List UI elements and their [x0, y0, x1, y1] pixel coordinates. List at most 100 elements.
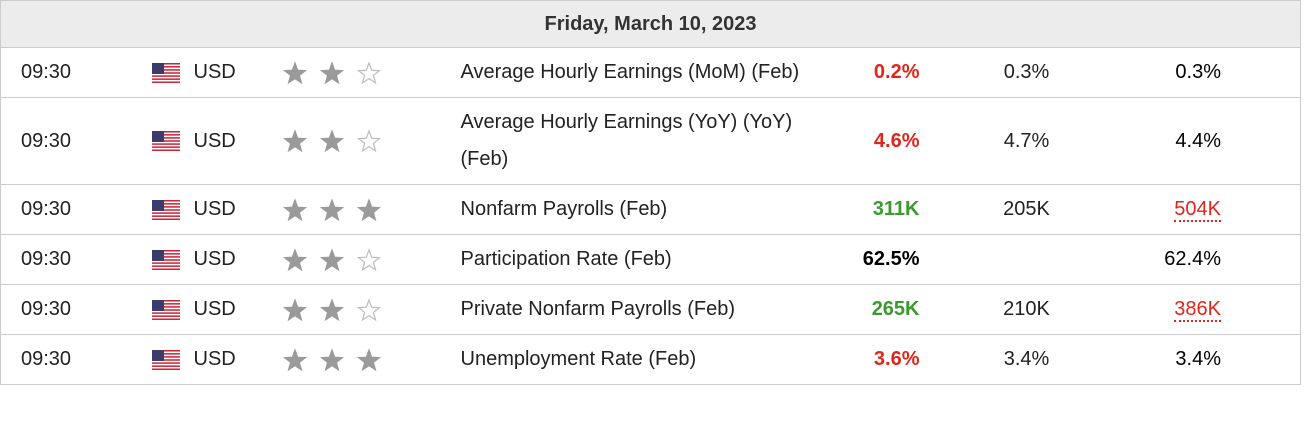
flag-stripe [151, 368, 180, 370]
currency: USD [193, 298, 236, 320]
previous-cell: 3.4% [1117, 334, 1301, 385]
previous: 4.4% [1175, 129, 1222, 152]
forecast [935, 234, 1118, 285]
previous-cell: 4.4% [1117, 97, 1301, 185]
flag-stripe [151, 258, 180, 261]
flag-stripe [151, 268, 180, 270]
star-empty [356, 60, 381, 85]
star-filled [282, 197, 307, 222]
star-empty [356, 129, 381, 153]
us-flag [151, 199, 180, 220]
currency-cell: USD [135, 234, 271, 285]
star-filled [319, 247, 344, 272]
previous: 3.4% [1175, 348, 1222, 370]
flag-stripe [151, 212, 180, 214]
us-flag [151, 62, 180, 83]
calendar-table: Friday, March 10, 2023 09:30 USD Average H… [0, 0, 1302, 385]
actual: 3.6% [830, 334, 936, 385]
flag-stripe [151, 305, 180, 308]
actual: 311K [830, 184, 936, 235]
currency: USD [193, 198, 236, 220]
flag-stripe [151, 146, 180, 149]
event-row: 09:30 USD Nonfarm Payrolls (Feb) 311K 205K 50… [0, 184, 1301, 235]
currency: USD [193, 248, 236, 270]
previous: 504K [1174, 198, 1222, 222]
flag-stripe [151, 199, 180, 202]
actual: 4.6% [830, 97, 936, 185]
flag-stripe [151, 68, 180, 71]
importance-stars [282, 247, 381, 272]
star-filled [282, 347, 307, 372]
forecast: 210K [935, 284, 1118, 335]
event-name: Private Nonfarm Payrolls (Feb) [440, 284, 831, 335]
flag-stripe [151, 215, 180, 217]
actual: 265K [830, 284, 936, 335]
event-row: 09:30 USD Average Hourly Earnings (YoY) (Y… [0, 97, 1301, 185]
flag-stripe [151, 315, 180, 317]
flag-stripe [151, 137, 180, 139]
previous: 386K [1174, 298, 1222, 322]
us-flag [151, 299, 180, 320]
forecast: 3.4% [935, 334, 1118, 385]
star-empty [356, 297, 381, 322]
currency-cell: USD [135, 334, 271, 385]
currency: USD [193, 61, 236, 83]
time: 09:30 [0, 334, 136, 385]
flag-stripe [151, 355, 180, 358]
star-filled [282, 60, 307, 85]
importance-cell [270, 234, 441, 285]
flag-stripe [151, 202, 180, 205]
importance-stars [282, 197, 381, 222]
event-name: Participation Rate (Feb) [440, 234, 831, 285]
flag-stripe [151, 352, 180, 355]
importance-cell [270, 184, 441, 235]
previous: 0.3% [1175, 61, 1222, 83]
star-filled [356, 347, 381, 372]
flag-stripe [151, 75, 180, 77]
time: 09:30 [0, 284, 136, 335]
flag-stripe [151, 255, 180, 258]
time: 09:30 [0, 97, 136, 185]
actual: 0.2% [830, 47, 936, 98]
time: 09:30 [0, 47, 136, 98]
forecast: 0.3% [935, 47, 1118, 98]
flag-stripe [151, 362, 180, 364]
flag-stripe [151, 205, 180, 208]
forecast: 205K [935, 184, 1118, 235]
time: 09:30 [0, 184, 136, 235]
flag-stripe [151, 302, 180, 305]
currency-cell: USD [135, 284, 271, 335]
star-filled [356, 197, 381, 222]
flag-stripe [151, 65, 180, 68]
currency-cell: USD [135, 184, 271, 235]
flag-stripe [151, 262, 180, 264]
currency-cell: USD [135, 97, 271, 185]
star-filled [319, 129, 344, 153]
us-flag [151, 249, 180, 270]
event-name: Average Hourly Earnings (YoY) (YoY) (Feb… [440, 97, 831, 185]
flag-canton [151, 299, 164, 311]
flag-stripe [151, 134, 180, 136]
star-filled [319, 60, 344, 85]
event-name: Nonfarm Payrolls (Feb) [440, 184, 831, 235]
flag-stripe [151, 143, 180, 146]
event-row: 09:30 USD Participation Rate (Feb) 62.5% 62.… [0, 234, 1301, 285]
importance-stars [282, 297, 381, 322]
us-flag [151, 131, 180, 152]
star-filled [319, 297, 344, 322]
flag-canton [151, 199, 164, 211]
previous-cell: 504K [1117, 184, 1301, 235]
previous-cell: 386K [1117, 284, 1301, 335]
importance-cell [270, 97, 441, 185]
flag-stripe [151, 252, 180, 255]
flag-stripe [151, 131, 180, 133]
currency: USD [193, 348, 236, 370]
event-row: 09:30 USD Private Nonfarm Payrolls (Feb) 26… [0, 284, 1301, 335]
event-name: Unemployment Rate (Feb) [440, 334, 831, 385]
currency-cell: USD [135, 47, 271, 98]
flag-stripe [151, 249, 180, 252]
flag-stripe [151, 140, 180, 142]
currency: USD [193, 129, 236, 152]
previous-cell: 62.4% [1117, 234, 1301, 285]
